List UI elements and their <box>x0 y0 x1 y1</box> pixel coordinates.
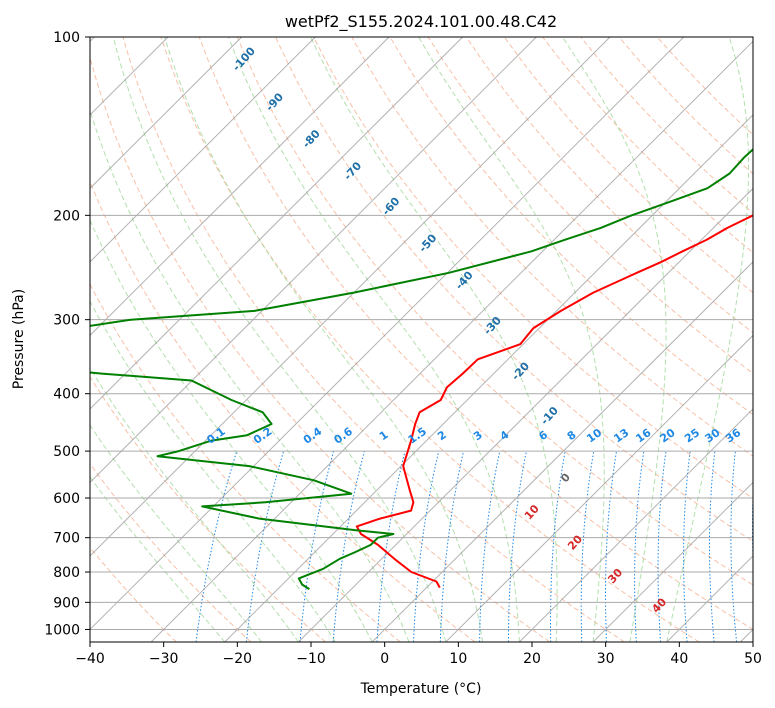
mixing-ratio-line <box>580 451 595 642</box>
mixing-ratio-line <box>683 451 691 642</box>
moist-adiabat <box>90 300 336 642</box>
dry-adiabat <box>389 37 753 416</box>
moist-adiabat <box>228 37 520 642</box>
moist-adiabat <box>310 37 558 642</box>
mixing-ratio-line <box>730 451 738 642</box>
background-lines <box>90 37 753 642</box>
mixing-ratio-line <box>550 451 566 642</box>
isotherm <box>90 37 316 263</box>
chart-title: wetPf2_S155.2024.101.00.48.C42 <box>285 12 557 32</box>
isotherm <box>90 37 685 631</box>
x-tick-label: 20 <box>523 651 541 667</box>
x-tick-label: 50 <box>744 651 762 667</box>
x-tick-label: −30 <box>149 651 179 667</box>
dry-adiabat <box>313 37 753 500</box>
moist-adiabat <box>418 37 605 642</box>
dry-adiabat <box>90 462 252 642</box>
y-tick-label: 500 <box>53 444 80 460</box>
mixing-ratio-line <box>479 450 501 642</box>
y-tick-label: 600 <box>53 491 80 507</box>
mixing-ratio-line <box>709 451 716 642</box>
mixing-ratio-line <box>634 451 645 642</box>
dry-adiabat <box>503 37 753 294</box>
plot-frame <box>89 36 754 643</box>
isotherm <box>298 187 753 642</box>
x-tick-label: −20 <box>223 651 253 667</box>
x-tick-label: 10 <box>449 651 467 667</box>
isotherm <box>150 40 753 642</box>
isotherm <box>90 37 243 190</box>
isotherm <box>224 114 753 642</box>
dry-adiabat <box>90 375 326 642</box>
x-tick-label: −40 <box>75 651 105 667</box>
y-tick-label: 900 <box>53 595 80 611</box>
moist-adiabat <box>164 37 484 642</box>
moist-adiabat <box>90 218 373 642</box>
isotherm <box>90 37 390 337</box>
y-tick-label: 100 <box>53 30 80 46</box>
moist-adiabat <box>90 108 410 642</box>
dry-adiabat <box>90 546 177 642</box>
y-tick-label: 300 <box>53 313 80 329</box>
isotherm <box>90 37 537 484</box>
dewpoint-profile-line <box>90 148 753 590</box>
x-tick-label: 0 <box>380 651 389 667</box>
x-tick-label: −10 <box>296 651 326 667</box>
y-tick-label: 400 <box>53 387 80 403</box>
mixing-ratio-line <box>413 450 440 642</box>
isotherm <box>90 37 611 557</box>
y-tick-label: 1000 <box>44 622 80 638</box>
dry-adiabat <box>427 37 753 374</box>
mixing-ratio-line <box>507 451 527 642</box>
y-tick-label: 200 <box>53 208 80 224</box>
dry-adiabat <box>90 55 550 642</box>
x-tick-label: 40 <box>670 651 688 667</box>
isotherm <box>519 408 753 642</box>
dry-adiabat <box>160 37 700 642</box>
mixing-ratio-line <box>605 451 617 642</box>
y-tick-label: 800 <box>53 565 80 581</box>
y-axis-ticks: 100 200 300 400 500 600 700 800 900 1000 <box>44 30 90 638</box>
moist-adiabat <box>90 424 262 642</box>
dry-adiabat <box>90 180 476 642</box>
moist-adiabat <box>90 476 226 642</box>
isotherm <box>592 481 753 642</box>
x-axis-ticks: −40 −30 −20 −10 0 10 20 30 40 50 <box>75 642 762 667</box>
moist-adiabat <box>666 37 749 642</box>
temperature-profile-line <box>355 214 753 589</box>
mixing-ratio-line <box>376 450 406 642</box>
dry-adiabat <box>236 37 753 586</box>
isotherm <box>445 334 753 642</box>
dry-adiabat <box>122 37 625 642</box>
isotherm <box>90 37 464 410</box>
mixing-ratio-line <box>439 450 465 642</box>
moist-adiabat <box>112 37 447 642</box>
mixing-ratio-line <box>657 451 667 642</box>
isotherm <box>371 261 753 642</box>
dry-adiabat <box>198 37 753 630</box>
y-tick-label: 700 <box>53 531 80 547</box>
y-axis-label: Pressure (hPa) <box>11 289 27 389</box>
moist-adiabat <box>562 37 667 642</box>
x-tick-label: 30 <box>597 651 615 667</box>
series-layer <box>90 148 753 590</box>
x-axis-label: Temperature (°C) <box>360 681 482 697</box>
